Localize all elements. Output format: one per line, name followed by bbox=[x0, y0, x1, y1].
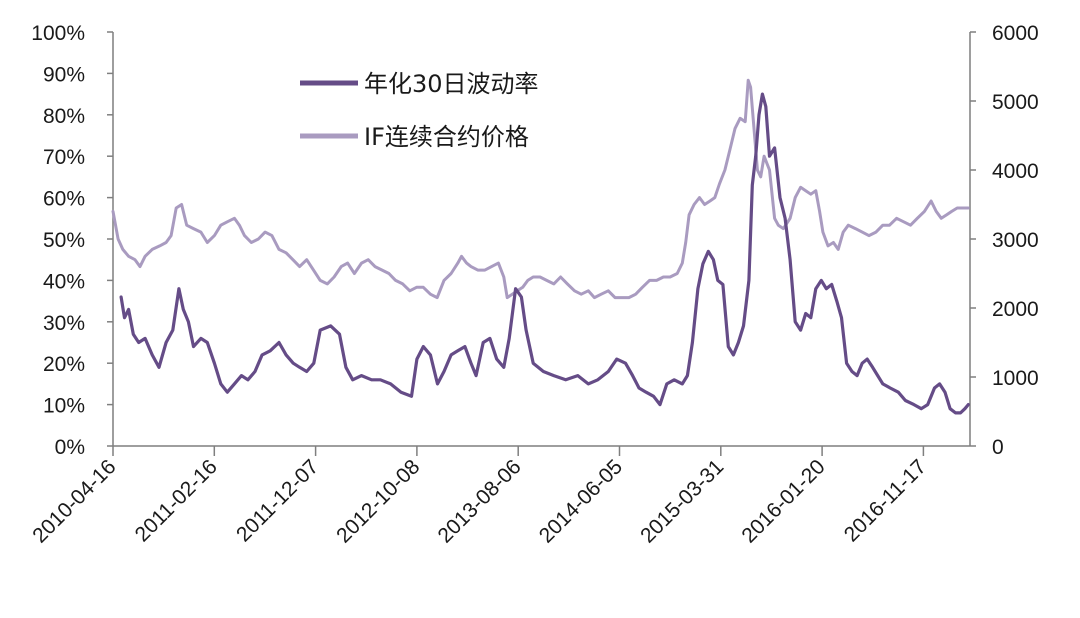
left-tick-label: 10% bbox=[43, 395, 85, 418]
legend-label-vol: 年化30日波动率 bbox=[364, 70, 539, 98]
series-line-price bbox=[111, 78, 970, 300]
right-tick-label: 0 bbox=[992, 436, 1004, 459]
left-tick-label: 0% bbox=[55, 436, 85, 459]
left-tick-label: 60% bbox=[43, 188, 85, 211]
x-tick-label: 2013-08-06 bbox=[434, 455, 526, 547]
legend: 年化30日波动率 IF连续合约价格 bbox=[300, 70, 539, 151]
left-tick-label: 100% bbox=[31, 22, 85, 45]
series-line-volatility bbox=[119, 92, 970, 415]
x-tick-label: 2010-04-16 bbox=[28, 455, 120, 547]
x-tick-label: 2014-06-05 bbox=[535, 455, 627, 547]
left-tick-label: 40% bbox=[43, 270, 85, 293]
series-layer bbox=[111, 78, 970, 415]
x-tick-label: 2011-12-07 bbox=[232, 455, 323, 546]
x-tick-label: 2011-02-16 bbox=[131, 455, 222, 546]
right-tick-label: 1000 bbox=[992, 367, 1039, 390]
x-tick-label: 2016-01-20 bbox=[737, 455, 829, 547]
x-tick-label: 2015-03-31 bbox=[636, 455, 728, 547]
left-tick-label: 80% bbox=[43, 105, 85, 128]
left-tick-label: 20% bbox=[43, 353, 85, 376]
left-tick-label: 50% bbox=[43, 229, 85, 252]
x-tick-label: 2016-11-17 bbox=[840, 455, 931, 546]
left-tick-label: 90% bbox=[43, 63, 85, 86]
x-tick-label: 2012-10-08 bbox=[332, 455, 424, 547]
right-tick-label: 6000 bbox=[992, 22, 1039, 45]
right-tick-label: 5000 bbox=[992, 91, 1039, 114]
right-tick-label: 4000 bbox=[992, 160, 1039, 183]
right-tick-label: 2000 bbox=[992, 298, 1039, 321]
left-tick-label: 30% bbox=[43, 312, 85, 335]
axes: 0% 10% 20% 30% 40% 50% 60% 70% 80% 90% 100% 0 1000 20… bbox=[28, 22, 1038, 547]
legend-label-price: IF连续合约价格 bbox=[364, 123, 529, 151]
left-tick-label: 70% bbox=[43, 146, 85, 169]
right-tick-label: 3000 bbox=[992, 229, 1039, 252]
